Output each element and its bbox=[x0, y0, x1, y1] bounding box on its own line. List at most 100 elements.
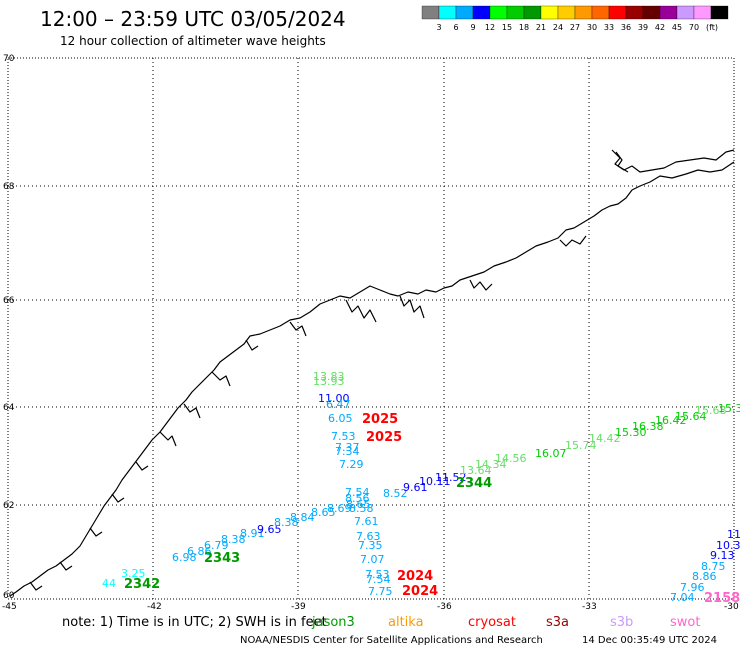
lat-label: 62 bbox=[3, 501, 14, 511]
swh-value: 16.07 bbox=[535, 447, 567, 460]
legend-label: 6 bbox=[453, 23, 458, 32]
swh-value: 6.86 bbox=[187, 545, 212, 558]
swh-value: 6.98 bbox=[172, 551, 197, 564]
lat-label: 68 bbox=[3, 182, 15, 192]
legend-swatch bbox=[506, 5, 525, 20]
satellite-name: swot bbox=[670, 615, 700, 630]
swh-value: 11.52 bbox=[435, 471, 467, 484]
pass-number: 2344 bbox=[456, 476, 492, 491]
swh-value: 3.25 bbox=[121, 567, 146, 580]
pass-number: 2158 bbox=[704, 591, 740, 606]
legend-label: 33 bbox=[604, 23, 614, 32]
swh-value: 13.64 bbox=[460, 464, 492, 477]
legend-label: 45 bbox=[672, 23, 682, 32]
legend-swatch bbox=[625, 5, 644, 20]
swh-value: 8.56 bbox=[345, 492, 370, 505]
swh-value: 16.38 bbox=[632, 420, 664, 433]
pass-number: 2025 bbox=[362, 412, 398, 427]
pass-number: 2025 bbox=[366, 430, 402, 445]
legend-label: 42 bbox=[655, 23, 665, 32]
lat-label: 66 bbox=[3, 296, 15, 306]
map-subtitle: 12 hour collection of altimeter wave hei… bbox=[60, 34, 326, 48]
legend-label: 36 bbox=[621, 23, 631, 32]
legend-swatch bbox=[591, 5, 610, 20]
swh-value: 9.65 bbox=[257, 523, 282, 536]
swh-value: 7.53 bbox=[331, 430, 356, 443]
lon-label: -33 bbox=[582, 602, 597, 612]
map-title: 12:00 – 23:59 UTC 03/05/2024 bbox=[40, 7, 346, 31]
color-scale-legend: 3 6 9 12 15 18 21 24 27 30 33 36 39 42 45 70 (ft) bbox=[421, 5, 729, 32]
satellite-name: s3a bbox=[546, 615, 569, 630]
swh-value: 8.86 bbox=[692, 570, 717, 583]
swh-value: 11 bbox=[727, 528, 740, 541]
swh-value: 7.54 bbox=[366, 573, 391, 586]
swh-value: 8.38 bbox=[274, 516, 299, 529]
legend-label: 24 bbox=[553, 23, 563, 32]
lat-label: 64 bbox=[3, 403, 15, 413]
swh-value: 15.30 bbox=[615, 426, 647, 439]
swh-value: 14.42 bbox=[589, 432, 621, 445]
swh-value: 14.34 bbox=[475, 458, 507, 471]
swh-value: 7.53 bbox=[365, 568, 390, 581]
legend-label: 30 bbox=[587, 23, 597, 32]
generated-timestamp: 14 Dec 00:35:49 UTC 2024 bbox=[582, 635, 717, 646]
legend-swatch bbox=[693, 5, 712, 20]
swh-value: 8.65 bbox=[311, 506, 336, 519]
legend-label: 15 bbox=[502, 23, 512, 32]
legend-label: 12 bbox=[485, 23, 495, 32]
legend-swatch bbox=[438, 5, 457, 20]
legend-swatch bbox=[642, 5, 661, 20]
swh-value: 10.11 bbox=[419, 475, 451, 488]
legend-swatch bbox=[574, 5, 593, 20]
legend-swatch bbox=[659, 5, 678, 20]
swh-value: 7.37 bbox=[335, 441, 360, 454]
swh-value: 7.04 bbox=[670, 591, 695, 604]
lon-label: -36 bbox=[437, 602, 452, 612]
credit-line: NOAA/NESDIS Center for Satellite Applica… bbox=[240, 635, 543, 646]
swh-value: 6.79 bbox=[204, 539, 229, 552]
swh-value: 10.3 bbox=[716, 539, 740, 552]
pass-number: 2024 bbox=[402, 584, 438, 599]
legend-swatch bbox=[489, 5, 508, 20]
swh-value: 15.68 bbox=[695, 404, 727, 417]
swh-value: 8.84 bbox=[290, 511, 315, 524]
legend-label: 39 bbox=[638, 23, 648, 32]
lat-label: 70 bbox=[3, 54, 15, 64]
satellite-name: cryosat bbox=[468, 615, 516, 630]
satellite-name: altika bbox=[388, 615, 424, 630]
swh-value: 9.61 bbox=[403, 481, 428, 494]
lon-label: -39 bbox=[291, 602, 306, 612]
swh-value: 7.34 bbox=[335, 445, 360, 458]
swh-value: 11.00 bbox=[318, 392, 350, 405]
swh-value: 13.93 bbox=[313, 375, 345, 388]
legend-label: 18 bbox=[519, 23, 529, 32]
swh-value: 13.83 bbox=[313, 370, 345, 383]
swh-value: 9.13 bbox=[710, 549, 735, 562]
swh-value: 16.42 bbox=[655, 414, 687, 427]
legend-label: 70 bbox=[689, 23, 699, 32]
swh-value: 8.38 bbox=[221, 533, 246, 546]
lat-label: 60 bbox=[3, 591, 15, 601]
swh-value: 8.65 bbox=[346, 498, 371, 511]
lon-label: -30 bbox=[724, 602, 739, 612]
swh-value: 7.35 bbox=[358, 539, 383, 552]
legend-swatch bbox=[557, 5, 576, 20]
lon-label: -45 bbox=[2, 602, 17, 612]
swh-value: 15.64 bbox=[675, 410, 707, 423]
swh-value: 8.91 bbox=[240, 527, 265, 540]
footnote: note: 1) Time is in UTC; 2) SWH is in fe… bbox=[62, 615, 327, 630]
swh-value: 44 bbox=[102, 577, 116, 590]
swh-value: 7.75 bbox=[368, 585, 393, 598]
legend-swatch bbox=[608, 5, 627, 20]
swh-value: 7.63 bbox=[356, 530, 381, 543]
swh-value: 6.47 bbox=[326, 398, 351, 411]
pass-number: 2343 bbox=[204, 551, 240, 566]
swh-value: 6.05 bbox=[328, 412, 353, 425]
satellite-name: s3b bbox=[610, 615, 633, 630]
swh-value: 8.75 bbox=[701, 560, 726, 573]
swh-value: 7.61 bbox=[354, 515, 379, 528]
swh-value: 8.58 bbox=[349, 502, 374, 515]
legend-swatch bbox=[540, 5, 559, 20]
legend-swatch bbox=[676, 5, 695, 20]
